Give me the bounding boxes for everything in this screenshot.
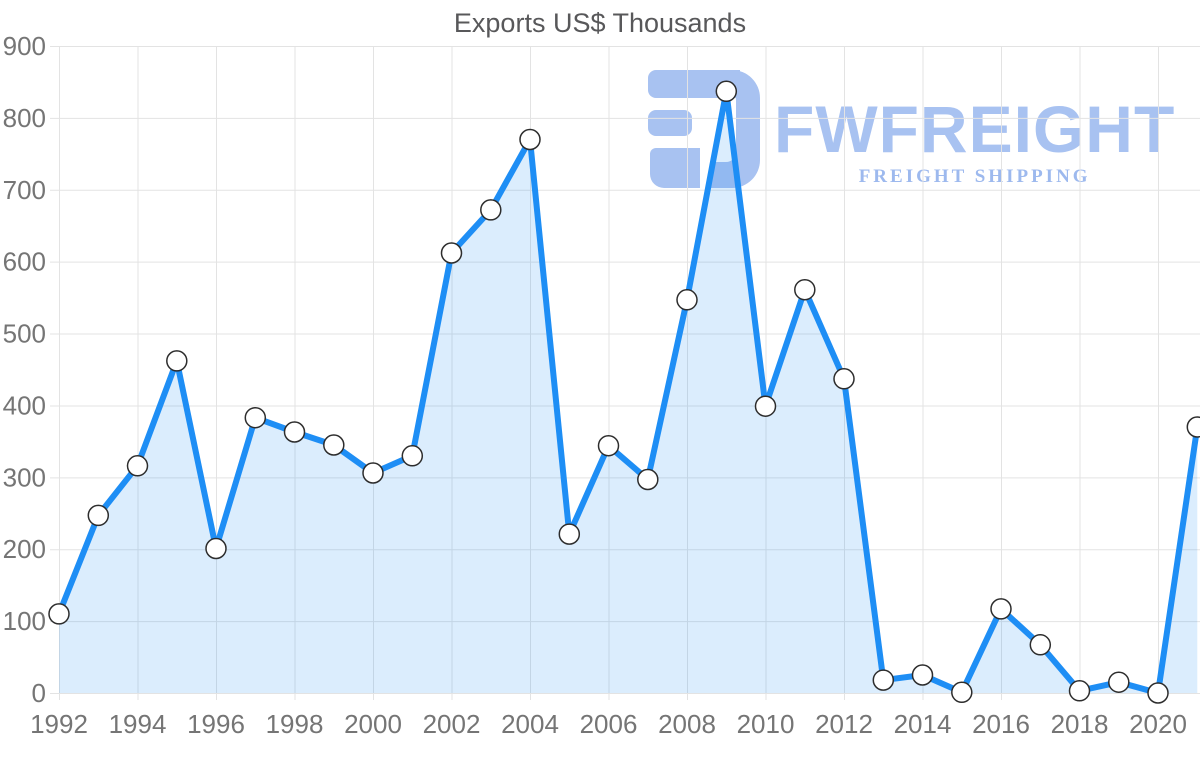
x-tick-label: 2000 bbox=[344, 709, 402, 739]
data-point-1998[interactable] bbox=[283, 421, 306, 443]
data-point-2003[interactable] bbox=[480, 199, 502, 221]
x-tick-label: 1992 bbox=[30, 709, 88, 739]
data-point-1992[interactable] bbox=[48, 603, 70, 625]
x-tick-label: 1994 bbox=[109, 709, 167, 739]
watermark-name: FWFREIGHT bbox=[774, 92, 1176, 166]
chart-title: Exports US$ Thousands bbox=[453, 8, 747, 38]
y-tick-label: 200 bbox=[3, 534, 46, 564]
watermark-tagline: FREIGHT SHIPPING bbox=[858, 166, 1091, 187]
x-tick-label: 2002 bbox=[423, 709, 481, 739]
data-point-2018[interactable] bbox=[1068, 680, 1091, 702]
y-tick-label: 500 bbox=[3, 319, 46, 349]
data-point-2013[interactable] bbox=[872, 669, 895, 691]
data-point-2015[interactable] bbox=[951, 681, 973, 704]
x-tick-label: 2018 bbox=[1051, 709, 1109, 739]
data-point-2000[interactable] bbox=[362, 462, 384, 484]
data-point-2014[interactable] bbox=[911, 664, 934, 686]
x-tick-label: 2006 bbox=[580, 709, 638, 739]
watermark-text: FWFREIGHT FREIGHT SHIPPING bbox=[774, 96, 1175, 188]
data-point-2011[interactable] bbox=[794, 278, 816, 301]
y-tick-label: 700 bbox=[3, 175, 46, 205]
x-tick-label: 2010 bbox=[737, 709, 795, 739]
y-tick-label: 0 bbox=[32, 678, 46, 708]
data-point-2001[interactable] bbox=[401, 445, 424, 467]
gridlines bbox=[50, 46, 1200, 700]
data-point-2007[interactable] bbox=[637, 468, 659, 491]
y-tick-label: 300 bbox=[3, 462, 46, 492]
x-tick-label: 1996 bbox=[187, 709, 245, 739]
data-point-1994[interactable] bbox=[126, 455, 149, 477]
data-point-2005[interactable] bbox=[558, 523, 581, 545]
y-tick-label: 400 bbox=[3, 390, 46, 420]
data-point-2006[interactable] bbox=[597, 434, 620, 457]
x-tick-label: 2014 bbox=[894, 709, 952, 739]
data-point-2012[interactable] bbox=[833, 368, 855, 390]
data-point-2021[interactable] bbox=[1186, 416, 1200, 438]
data-point-2020[interactable] bbox=[1147, 682, 1169, 704]
x-tick-label: 2020 bbox=[1129, 709, 1187, 739]
data-points bbox=[48, 80, 1200, 704]
x-tick-label: 2008 bbox=[658, 709, 716, 739]
data-point-1993[interactable] bbox=[87, 504, 110, 527]
series-area bbox=[59, 91, 1198, 694]
data-point-1995[interactable] bbox=[166, 350, 188, 372]
data-point-2017[interactable] bbox=[1029, 634, 1052, 656]
data-point-2019[interactable] bbox=[1108, 671, 1130, 693]
y-tick-label: 800 bbox=[3, 103, 46, 133]
x-tick-label: 2012 bbox=[815, 709, 873, 739]
data-point-2002[interactable] bbox=[440, 242, 463, 264]
data-point-2016[interactable] bbox=[990, 598, 1012, 620]
y-tick-label: 100 bbox=[3, 606, 46, 636]
y-tick-label: 900 bbox=[3, 31, 46, 61]
x-tick-label: 2004 bbox=[501, 709, 559, 739]
data-point-2008[interactable] bbox=[676, 289, 698, 311]
data-point-2010[interactable] bbox=[754, 395, 777, 417]
x-tick-label: 1998 bbox=[266, 709, 324, 739]
x-tick-label: 2016 bbox=[972, 709, 1030, 739]
data-point-2009[interactable] bbox=[715, 80, 738, 103]
y-tick-label: 600 bbox=[3, 247, 46, 277]
axis-labels: 0 100 200 300 400 500 600 700 800 900 1992 1994 1996… bbox=[3, 31, 1187, 739]
data-point-1996[interactable] bbox=[205, 537, 227, 560]
data-point-2004[interactable] bbox=[519, 128, 541, 151]
data-point-1997[interactable] bbox=[244, 406, 267, 429]
data-point-1999[interactable] bbox=[323, 434, 345, 456]
